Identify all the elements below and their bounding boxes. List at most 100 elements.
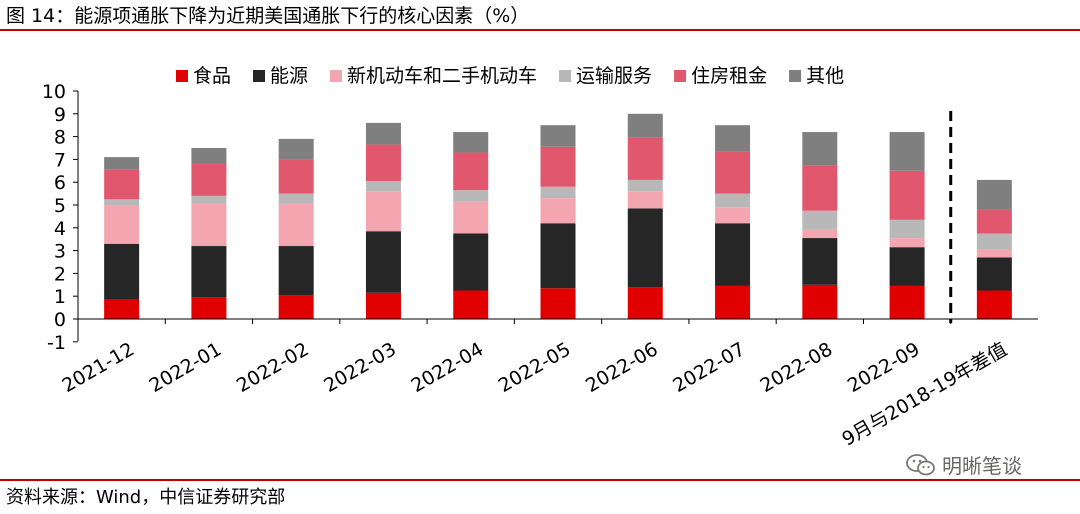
x-tick-label: 9月与2018-19年差值 [838,338,1011,450]
bar-segment [715,285,751,319]
bar-segment [104,205,140,244]
top-rule [0,29,1080,31]
bar-segment [104,243,140,300]
x-tick-label: 2021-12 [58,338,138,397]
bar-segment [715,151,751,194]
bottom-rule [0,479,1080,481]
bar-segment [627,208,663,288]
bar-segment [191,163,227,196]
bar-segment [365,231,401,293]
x-tick-label: 2022-06 [582,338,662,397]
bar-segment [104,199,140,205]
bar-segment [191,148,227,164]
bar-segment [365,292,401,319]
bar-segment [278,138,314,160]
bar-segment [889,285,925,319]
legend-label: 食品 [193,65,231,87]
y-tick-label: 8 [54,127,66,149]
bar-segment [976,209,1012,234]
legend-swatch [176,70,188,82]
bar-segment [802,165,838,211]
bar-segment [365,181,401,192]
source-note: 资料来源：Wind，中信证券研究部 [6,487,286,508]
bar-segment [976,233,1012,250]
legend-label: 新机动车和二手机动车 [347,65,537,87]
bar-segment [889,170,925,220]
bar-segment [889,219,925,239]
bar-segment [278,159,314,194]
y-tick-label: 10 [42,81,66,103]
bar-segment [104,299,140,319]
bar-segment [889,247,925,286]
bar-segment [627,191,663,209]
bar-segment [453,190,489,202]
bar-segment [278,246,314,296]
legend-label: 能源 [270,65,308,87]
bars [104,113,1012,319]
bar-segment [889,238,925,248]
y-tick-label: 3 [54,241,66,263]
bar-segment [191,246,227,298]
legend-label: 住房租金 [691,65,767,87]
bar-segment [540,198,576,224]
x-tick-label: 2022-02 [233,338,313,397]
y-tick-label: 7 [54,149,66,171]
x-tick-label: 2022-04 [407,338,487,397]
bar-segment [453,201,489,234]
legend-swatch [253,70,266,82]
bar-segment [278,193,314,204]
wechat-icon [906,453,935,475]
bar-segment [191,203,227,247]
bar-segment [540,223,576,289]
bar-segment [715,193,751,208]
x-tick-label: 2022-05 [495,338,575,397]
legend-swatch [674,70,687,82]
y-tick-label: 5 [54,195,66,217]
bar-segment [802,228,838,239]
y-tick-label: 0 [54,309,66,331]
legend-label: 其他 [806,65,844,87]
legend-label: 运输服务 [576,65,652,87]
y-tick-label: 2 [54,263,66,285]
x-tick-label: 2022-01 [146,338,226,397]
bar-segment [627,137,663,180]
bar-segment [976,290,1012,319]
x-tick-label: 2022-08 [757,338,837,397]
y-tick-label: 1 [54,286,66,308]
bar-segment [802,284,838,319]
bar-segment [627,113,663,138]
bar-segment [278,203,314,247]
bar-segment [365,122,401,145]
bar-segment [104,169,140,200]
watermark-text: 明晰笔谈 [942,454,1022,478]
bar-segment [365,144,401,182]
bar-segment [802,132,838,166]
legend: 食品 能源 新机动车和二手机动车 运输服务 住房租金 其他 [176,65,844,87]
figure-title: 图 14：能源项通胀下降为近期美国通胀下行的核心因素（%） [6,5,530,27]
bar-segment [191,297,227,319]
bar-segment [627,287,663,319]
bar-segment [627,179,663,192]
bar-segment [453,132,489,153]
bar-segment [453,290,489,319]
bar-segment [715,223,751,286]
bar-segment [104,157,140,170]
bar-segment [976,249,1012,258]
bar-segment [453,152,489,191]
y-tick-label: 4 [54,218,66,240]
legend-swatch [789,70,802,82]
bar-segment [715,207,751,224]
bar-segment [365,191,401,232]
bar-segment [802,238,838,285]
legend-swatch [330,70,343,82]
bar-segment [976,257,1012,291]
bar-segment [540,288,576,319]
x-tick-label: 2022-03 [320,338,400,397]
bar-segment [540,186,576,199]
bar-segment [715,125,751,152]
y-tick-label: -1 [47,332,66,354]
watermark: 明晰笔谈 [906,450,1022,479]
bar-segment [453,233,489,291]
